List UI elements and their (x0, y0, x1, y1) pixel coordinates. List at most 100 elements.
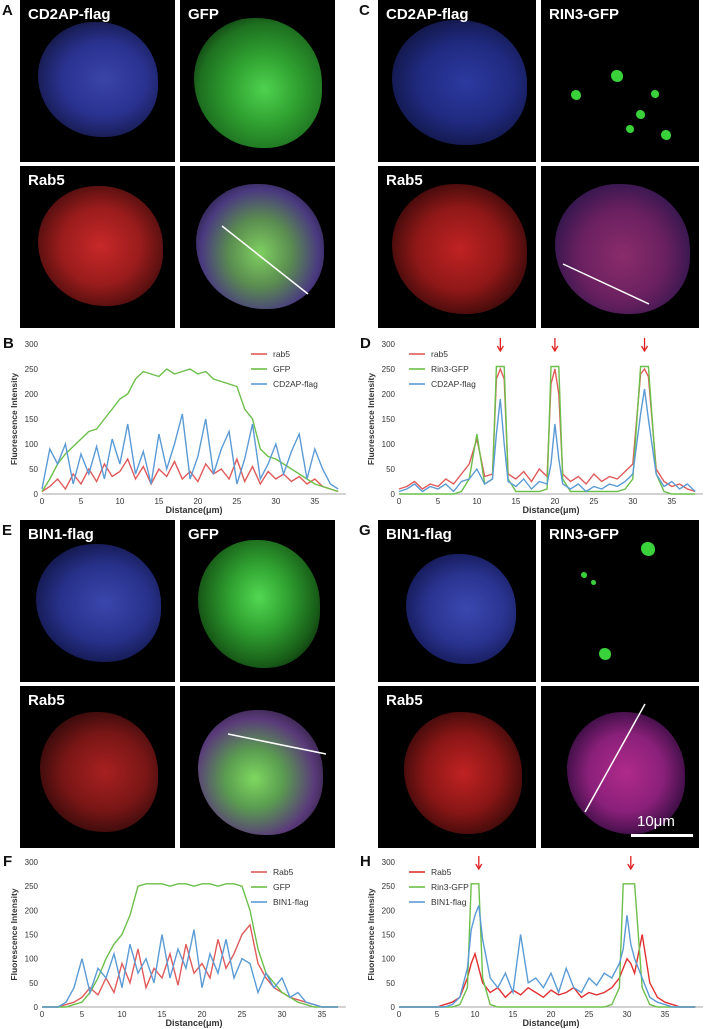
y-tick-label: 250 (382, 365, 396, 374)
x-tick-label: 20 (550, 497, 559, 506)
micrograph-g-bin1: BIN1-flag (378, 520, 536, 682)
y-tick-label: 0 (34, 1003, 39, 1012)
legend-entry: Rab5 (273, 867, 294, 877)
chart-h: H 0 50 100 150 200 250 300 0 5 10 15 20 25 30 35 Distanc… (360, 853, 703, 1028)
x-tick-label: 0 (40, 497, 45, 506)
micrograph-a-gfp: GFP (180, 0, 335, 162)
micrograph-g-rab5: Rab5 (378, 686, 536, 848)
puncta (636, 110, 645, 119)
puncta (611, 70, 623, 82)
x-tick-label: 30 (271, 497, 280, 506)
y-tick-label: 0 (391, 1003, 396, 1012)
micrograph-a-rab5: Rab5 (20, 166, 175, 328)
x-tick-label: 20 (198, 1010, 207, 1019)
puncta (599, 648, 611, 660)
cell-blob (198, 710, 323, 835)
micrograph-a-cd2ap: CD2AP-flag (20, 0, 175, 162)
micrograph-e-merge (180, 686, 335, 848)
x-tick-label: 20 (193, 497, 202, 506)
x-tick-label: 30 (278, 1010, 287, 1019)
cell-blob (38, 22, 158, 137)
tile-label: BIN1-flag (386, 526, 452, 543)
x-tick-label: 20 (547, 1010, 556, 1019)
y-axis-label: Fluorescence Intensity (9, 373, 19, 465)
series-line (41, 413, 339, 490)
x-tick-label: 10 (471, 1010, 480, 1019)
tile-label: Rab5 (386, 692, 423, 709)
cell-blob (404, 712, 522, 834)
micrograph-c-rab5: Rab5 (378, 166, 536, 328)
x-tick-label: 5 (435, 1010, 440, 1019)
y-axis-label: Fluorescence Intensity (366, 888, 376, 980)
x-tick-label: 30 (628, 497, 637, 506)
y-tick-label: 150 (25, 415, 39, 424)
x-tick-label: 25 (232, 497, 241, 506)
peak-arrow (551, 338, 559, 353)
legend-entry: rab5 (431, 349, 448, 359)
y-tick-label: 200 (25, 390, 39, 399)
x-tick-label: 5 (436, 497, 441, 506)
x-tick-label: 35 (318, 1010, 327, 1019)
series-line (41, 368, 339, 493)
x-tick-label: 25 (589, 497, 598, 506)
puncta (626, 125, 634, 133)
micrograph-c-rin3: RIN3-GFP (541, 0, 699, 162)
y-tick-label: 200 (25, 906, 39, 915)
x-tick-label: 25 (238, 1010, 247, 1019)
peak-arrow (496, 338, 504, 353)
micrograph-c-cd2ap: CD2AP-flag (378, 0, 536, 162)
y-tick-label: 250 (25, 882, 39, 891)
cell-blob (567, 712, 685, 834)
legend-entry: Rin3-GFP (431, 364, 469, 374)
y-tick-label: 200 (382, 906, 396, 915)
legend-entry: GFP (273, 882, 291, 892)
y-tick-label: 50 (386, 979, 395, 988)
series-line (42, 929, 338, 1008)
x-axis-label: Distance(μm) (165, 1018, 222, 1028)
x-axis-label: Distance(μm) (165, 505, 222, 515)
series-line (41, 456, 339, 493)
line-scan-path (584, 703, 646, 813)
y-tick-label: 300 (25, 340, 39, 349)
y-tick-label: 300 (382, 858, 396, 867)
y-tick-label: 200 (382, 390, 396, 399)
micrograph-g-merge: 10μm (541, 686, 699, 848)
peak-arrow (640, 338, 649, 353)
x-tick-label: 15 (509, 1010, 518, 1019)
micrograph-a-merge (180, 166, 335, 328)
panel-letter-a: A (2, 2, 13, 19)
tile-label: RIN3-GFP (549, 526, 620, 543)
x-tick-label: 0 (397, 497, 402, 506)
x-tick-label: 35 (661, 1010, 670, 1019)
peak-arrow (627, 856, 635, 871)
x-tick-label: 0 (40, 1010, 45, 1019)
y-tick-label: 150 (382, 415, 396, 424)
x-tick-label: 10 (472, 497, 481, 506)
y-tick-label: 150 (382, 931, 396, 940)
y-tick-label: 50 (29, 979, 38, 988)
panel-letter-g: G (359, 522, 371, 539)
y-tick-label: 250 (382, 882, 396, 891)
line-scan-path (221, 225, 309, 295)
tile-label: CD2AP-flag (386, 6, 469, 23)
x-axis-label: Distance(μm) (522, 505, 579, 515)
tile-label: Rab5 (28, 172, 65, 189)
x-tick-label: 5 (79, 497, 84, 506)
y-tick-label: 150 (25, 931, 39, 940)
x-tick-label: 10 (118, 1010, 127, 1019)
cell-blob (392, 184, 527, 314)
panel-letter: D (360, 335, 371, 352)
x-tick-label: 35 (667, 497, 676, 506)
y-tick-label: 100 (25, 955, 39, 964)
y-tick-label: 100 (382, 440, 396, 449)
legend-entry: BIN1-flag (431, 897, 467, 907)
x-tick-label: 10 (115, 497, 124, 506)
x-tick-label: 5 (80, 1010, 85, 1019)
series-line (398, 388, 696, 493)
chart-f: F 0 50 100 150 200 250 300 0 5 10 15 20 25 30 35 Distanc… (3, 853, 346, 1028)
puncta (581, 572, 587, 578)
tile-label: GFP (188, 6, 219, 23)
y-axis-label: Fluorescence Intensity (366, 373, 376, 465)
line-scan-path (227, 733, 327, 755)
cell-blob (198, 540, 320, 668)
